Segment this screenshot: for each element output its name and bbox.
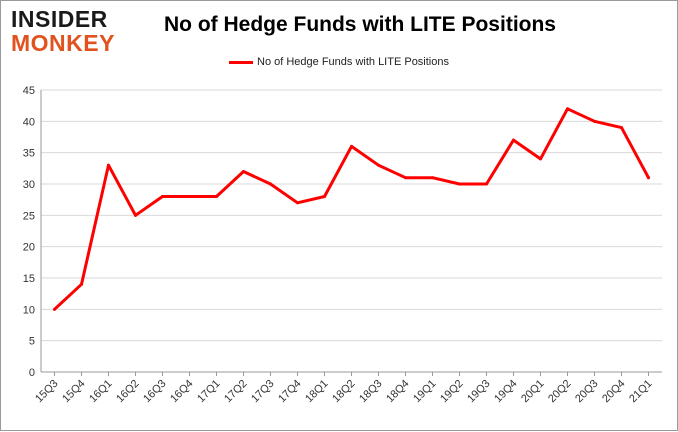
x-tick-label: 20Q3 xyxy=(573,378,601,406)
x-tick-label: 15Q3 xyxy=(33,378,61,406)
y-tick-label: 20 xyxy=(23,242,35,254)
y-tick-label: 15 xyxy=(23,273,35,285)
data-point xyxy=(593,119,596,123)
x-tick-label: 16Q4 xyxy=(168,378,196,406)
x-tick-label: 17Q3 xyxy=(249,378,277,406)
x-tick-label: 18Q1 xyxy=(303,378,331,406)
data-point xyxy=(512,138,515,142)
data-point xyxy=(296,201,299,205)
data-point xyxy=(404,176,407,180)
x-tick-label: 19Q2 xyxy=(438,378,466,406)
y-tick-label: 0 xyxy=(29,367,35,379)
data-point xyxy=(242,169,245,173)
x-tick-label: 19Q1 xyxy=(411,378,439,406)
legend-swatch xyxy=(229,60,253,64)
data-point xyxy=(539,157,542,161)
insider-monkey-logo: INSIDER MONKEY xyxy=(11,7,129,57)
y-tick-label: 10 xyxy=(23,304,35,316)
x-tick-label: 16Q3 xyxy=(141,378,169,406)
data-point xyxy=(566,107,569,111)
data-point xyxy=(647,176,650,180)
y-tick-label: 30 xyxy=(23,179,35,191)
chart-legend: No of Hedge Funds with LITE Positions xyxy=(229,54,449,70)
legend-label: No of Hedge Funds with LITE Positions xyxy=(257,56,449,68)
data-point xyxy=(161,195,164,199)
data-point xyxy=(188,195,191,199)
x-tick-label: 18Q2 xyxy=(330,378,358,406)
x-tick-label: 19Q4 xyxy=(492,378,520,406)
data-point xyxy=(269,182,272,186)
data-point xyxy=(620,126,623,130)
y-tick-label: 40 xyxy=(23,116,35,128)
data-point xyxy=(323,195,326,199)
x-tick-label: 16Q1 xyxy=(87,378,115,406)
data-point xyxy=(485,182,488,186)
x-tick-label: 18Q3 xyxy=(357,378,385,406)
chart-title: No of Hedge Funds with LITE Positions xyxy=(164,13,556,36)
y-tick-label: 5 xyxy=(29,336,35,348)
data-point xyxy=(377,163,380,167)
data-point xyxy=(350,144,353,148)
x-tick-label: 17Q1 xyxy=(195,378,223,406)
data-point xyxy=(107,163,110,167)
y-tick-label: 45 xyxy=(23,85,35,97)
y-tick-label: 35 xyxy=(23,148,35,160)
data-point xyxy=(458,182,461,186)
data-point xyxy=(53,307,56,311)
x-tick-label: 19Q3 xyxy=(465,378,493,406)
data-point xyxy=(215,195,218,199)
x-tick-label: 16Q2 xyxy=(114,378,142,406)
x-tick-label: 20Q2 xyxy=(546,378,574,406)
x-tick-label: 15Q4 xyxy=(60,378,88,406)
data-point xyxy=(80,282,83,286)
x-tick-label: 20Q1 xyxy=(519,378,547,406)
data-point xyxy=(431,176,434,180)
x-tick-label: 21Q1 xyxy=(627,378,655,406)
x-tick-label: 17Q2 xyxy=(222,378,250,406)
x-tick-label: 17Q4 xyxy=(276,378,304,406)
x-tick-label: 20Q4 xyxy=(600,378,628,406)
logo-line-2: MONKEY xyxy=(11,30,115,56)
data-point xyxy=(134,213,137,217)
y-tick-label: 25 xyxy=(23,210,35,222)
x-tick-label: 18Q4 xyxy=(384,378,412,406)
series-line-0 xyxy=(53,107,650,311)
logo-line-1: INSIDER xyxy=(11,6,108,32)
